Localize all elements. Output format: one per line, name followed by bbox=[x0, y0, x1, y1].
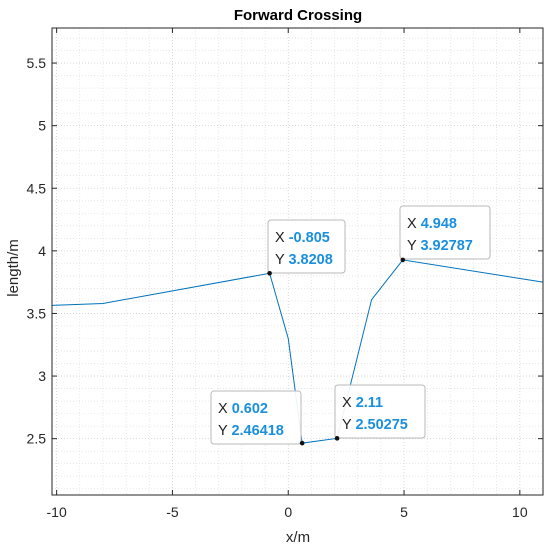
y-tick-label: 5 bbox=[38, 118, 46, 134]
datatip-marker bbox=[299, 440, 305, 446]
datatip-x-row: X 4.948 bbox=[407, 216, 457, 232]
x-tick-label: 5 bbox=[400, 504, 408, 520]
datatip-x-row: X 0.602 bbox=[218, 401, 268, 417]
y-tick-label: 3.5 bbox=[27, 305, 47, 321]
datatip-box bbox=[210, 390, 302, 445]
datatip-x-row: X -0.805 bbox=[275, 230, 330, 246]
datatip-box bbox=[334, 384, 426, 439]
plot-frame bbox=[51, 27, 544, 496]
major-grid bbox=[52, 28, 543, 495]
chart-title: Forward Crossing bbox=[234, 7, 362, 24]
datatips: X -0.805 Y 3.8208 X 0.602 Y 2.46418 X 2.11 Y … bbox=[210, 205, 491, 446]
x-tick-label: -5 bbox=[166, 504, 179, 520]
x-tick-label: 10 bbox=[512, 504, 528, 520]
x-tick-label: 0 bbox=[284, 504, 292, 520]
y-tick-label: 5.5 bbox=[27, 55, 47, 71]
y-axis: 2.5 3 3.5 4 4.5 5 5.5 bbox=[27, 55, 543, 447]
datatip-y-row: Y 2.46418 bbox=[218, 423, 284, 439]
datatip-box bbox=[267, 219, 346, 274]
y-tick-label: 4 bbox=[38, 243, 46, 259]
x-axis: -10 -5 0 5 10 bbox=[47, 28, 528, 520]
x-axis-label: x/m bbox=[286, 529, 310, 546]
datatip-marker bbox=[267, 270, 272, 276]
datatip-marker bbox=[334, 436, 340, 441]
datatip-marker bbox=[400, 257, 406, 263]
y-tick-label: 2.5 bbox=[27, 431, 47, 447]
datatip-box bbox=[399, 205, 491, 260]
minor-grid bbox=[52, 28, 544, 495]
datatip-y-row: Y 3.92787 bbox=[407, 238, 473, 254]
datatip-y-row: Y 3.8208 bbox=[275, 252, 333, 268]
y-axis-label: length/m bbox=[5, 239, 22, 297]
datatip-x-row: X 2.11 bbox=[342, 395, 383, 411]
y-tick-label: 3 bbox=[38, 368, 46, 384]
x-tick-label: -10 bbox=[47, 504, 67, 520]
datatip-y-row: Y 2.50275 bbox=[342, 417, 408, 433]
y-tick-label: 4.5 bbox=[27, 180, 47, 196]
